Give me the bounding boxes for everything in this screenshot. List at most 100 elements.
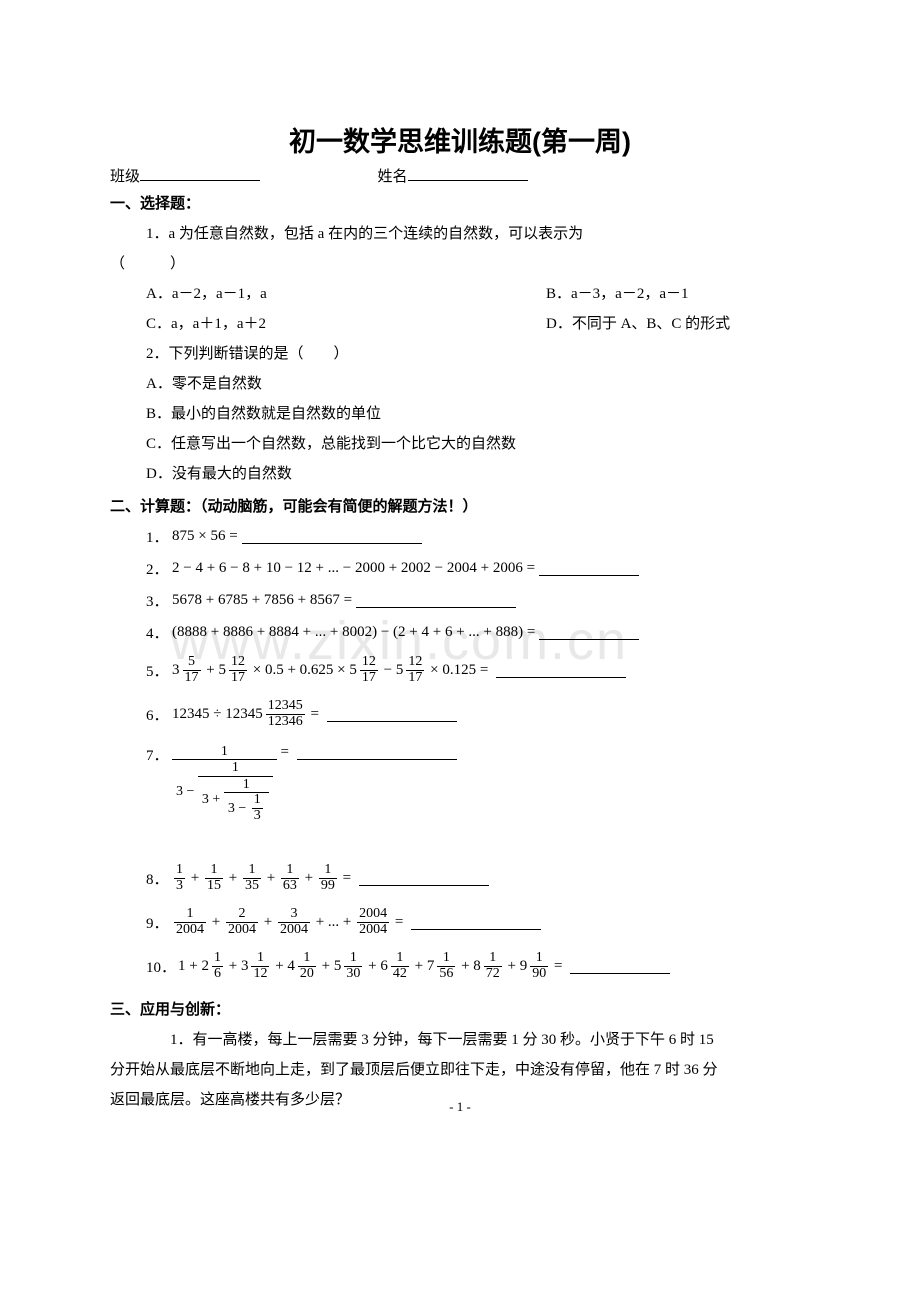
d: 17 (406, 670, 424, 686)
num: 6． (146, 704, 172, 725)
n: 2004 (357, 907, 389, 922)
num: 2． (146, 558, 172, 579)
d: 2004 (174, 922, 206, 938)
d: 42 (391, 966, 409, 982)
num: 9． (146, 912, 172, 933)
w: 6 (380, 958, 388, 975)
d: 72 (484, 966, 502, 982)
d: 63 (281, 878, 299, 894)
n: 3 (288, 907, 299, 922)
page-title: 初一数学思维训练题(第一周) (110, 120, 810, 159)
blank (242, 528, 422, 544)
s1-q1-optC: C．a，a＋1，a＋2 (146, 309, 546, 339)
s2-q7: 7． 1 3 − 1 3 + 1 3 − 13 (146, 738, 810, 854)
w: 8 (473, 958, 481, 975)
n: 12345 (266, 699, 305, 714)
blank (411, 914, 541, 930)
d: 35 (243, 878, 261, 894)
d: 2004 (226, 922, 258, 938)
w: 12345 (225, 706, 263, 723)
d: 12346 (266, 714, 305, 730)
header-line: 班级 姓名 (110, 165, 810, 186)
s1-q2-optC: C．任意写出一个自然数，总能找到一个比它大的自然数 (146, 429, 810, 459)
v: 0.125 (442, 662, 476, 679)
d: 56 (437, 966, 455, 982)
d: 12 (251, 966, 269, 982)
s2-q1: 1． 875 × 56 = (146, 522, 810, 550)
w: 3 (172, 662, 180, 679)
v: 0.5 (265, 662, 284, 679)
w: 5 (349, 662, 357, 679)
s1-q1-text: 1．a 为任意自然数，包括 a 在内的三个连续的自然数，可以表示为 (146, 219, 810, 249)
s1-q1-optB: B．a－3，a－2，a－1 (546, 279, 810, 309)
d: 15 (205, 878, 223, 894)
class-blank (140, 165, 260, 181)
n: 12 (406, 655, 424, 670)
num: 8． (146, 868, 172, 889)
s2-q9: 9． 12004 + 22004 + 32004 + ... + 2004200… (146, 902, 810, 942)
s2-q2: 2． 2 − 4 + 6 − 8 + 10 − 12 + ... − 2000 … (146, 554, 810, 582)
blank (539, 624, 639, 640)
d: 2004 (278, 922, 310, 938)
v: 0.625 (300, 662, 334, 679)
class-label: 班级 (110, 169, 140, 185)
d: 20 (298, 966, 316, 982)
s1-q2-optD: D．没有最大的自然数 (146, 459, 810, 489)
num: 3． (146, 590, 172, 611)
expr: (8888 + 8886 + 8884 + ... + 8002) − (2 +… (172, 624, 535, 641)
blank (297, 744, 457, 760)
s2-q3: 3． 5678 + 6785 + 7856 + 8567 = (146, 586, 810, 614)
d: 17 (183, 670, 201, 686)
section-2-head: 二、计算题：（动动脑筋，可能会有简便的解题方法！） (110, 495, 810, 516)
d: 2004 (357, 922, 389, 938)
d: 17 (360, 670, 378, 686)
w: 3 (241, 958, 249, 975)
w: 4 (287, 958, 295, 975)
s3-q1-line3: 返回最底层。这座高楼共有多少层？ (110, 1085, 810, 1115)
w: 5 (218, 662, 226, 679)
section-1-head: 一、选择题： (110, 192, 810, 213)
w: 2 (201, 958, 209, 975)
num: 7． (146, 744, 172, 765)
section-3-head: 三、应用与创新： (110, 998, 810, 1019)
s3-q1-line2: 分开始从最底层不断地向上走，到了最顶层后便立即往下走，中途没有停留，他在 7 时… (110, 1055, 810, 1085)
s1-q2-optA: A．零不是自然数 (146, 369, 810, 399)
s1-q1-optD: D．不同于 A、B、C 的形式 (546, 309, 810, 339)
w: 5 (396, 662, 404, 679)
s2-q5: 5． 3517 + 51217 × 0.5 + 0.625 × 51217 − … (146, 650, 810, 690)
num: 1． (146, 526, 172, 547)
d: 17 (229, 670, 247, 686)
w: 9 (520, 958, 528, 975)
continued-fraction: 1 3 − 1 3 + 1 3 − 13 (172, 744, 277, 824)
n: 12 (360, 655, 378, 670)
w: 1 (178, 958, 186, 975)
name-label: 姓名 (378, 169, 408, 185)
d: 99 (319, 878, 337, 894)
s1-q1-optA: A．a－2，a－1，a (146, 279, 546, 309)
s1-q2-text: 2．下列判断错误的是（ ） (146, 339, 810, 369)
s2-q4: 4． (8888 + 8886 + 8884 + ... + 8002) − (… (146, 618, 810, 646)
num: 10． (146, 956, 178, 977)
s2-q10: 10． 1 + 216 + 3112 + 4120 + 5130 + 6142 … (146, 946, 810, 986)
s3-q1-line1: 1．有一高楼，每上一层需要 3 分钟，每下一层需要 1 分 30 秒。小贤于下午… (110, 1025, 810, 1055)
blank (570, 958, 670, 974)
blank (327, 706, 457, 722)
num: 5． (146, 660, 172, 681)
d: 90 (530, 966, 548, 982)
blank (539, 560, 639, 576)
blank (359, 870, 489, 886)
w: 5 (334, 958, 342, 975)
v: 12345 (172, 706, 210, 723)
d: 6 (212, 966, 223, 982)
blank (496, 662, 626, 678)
n: 12 (229, 655, 247, 670)
d: 3 (174, 878, 185, 894)
n: 1 (185, 907, 196, 922)
s2-q6: 6． 12345 ÷ 123451234512346 = (146, 694, 810, 734)
s2-q8: 8． 13 + 115 + 135 + 163 + 199 = (146, 858, 810, 898)
n: 5 (186, 655, 197, 670)
expr: 2 − 4 + 6 − 8 + 10 − 12 + ... − 2000 + 2… (172, 560, 535, 577)
s1-q2-optB: B．最小的自然数就是自然数的单位 (146, 399, 810, 429)
expr: 5678 + 6785 + 7856 + 8567 = (172, 592, 352, 609)
name-blank (408, 165, 528, 181)
